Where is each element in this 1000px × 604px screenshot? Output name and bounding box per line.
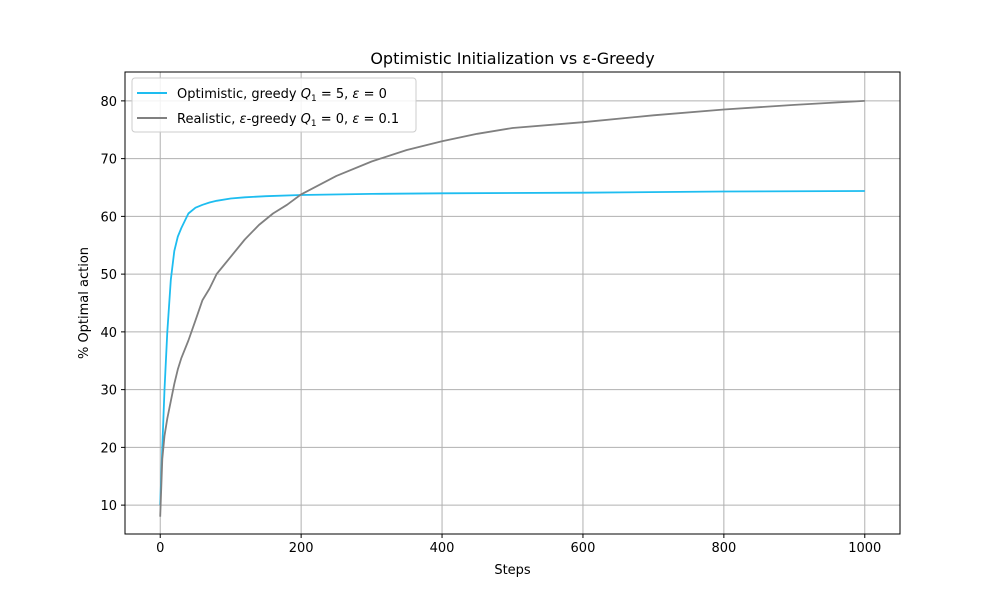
y-tick-label: 40 <box>100 326 117 341</box>
x-tick-label: 0 <box>156 541 164 556</box>
legend-label-part: -greedy <box>247 112 301 127</box>
y-tick-label: 60 <box>100 210 117 225</box>
legend-label-part: 1 <box>311 94 317 104</box>
plot-area <box>125 72 900 534</box>
legend-label-part: ε <box>352 87 359 102</box>
plot-frame <box>124 71 901 535</box>
y-tick-label: 70 <box>100 153 117 168</box>
x-tick-label: 600 <box>571 541 596 556</box>
legend-box <box>131 77 417 133</box>
legend-label-part: = 5, <box>317 87 353 102</box>
legend: Optimistic, greedy Q1 = 5, ε = 0Realisti… <box>131 77 417 133</box>
y-tick-label: 50 <box>100 268 117 283</box>
legend-label-part: ε <box>240 112 247 127</box>
legend-label-part: Optimistic, greedy <box>177 87 301 102</box>
legend-label-part: Realistic, <box>177 112 240 127</box>
legend-label: Realistic, ε-greedy Q1 = 0, ε = 0.1 <box>177 112 399 129</box>
y-tick-label: 10 <box>100 499 117 514</box>
legend-label-part: = 0 <box>359 87 386 102</box>
chart-title: Optimistic Initialization vs ε-Greedy <box>370 49 654 68</box>
y-axis-label: % Optimal action <box>77 247 92 359</box>
x-tick-label: 1000 <box>848 541 881 556</box>
x-axis-label: Steps <box>494 563 531 578</box>
x-tick-label: 400 <box>430 541 455 556</box>
axis-ticks: 0 200 400 600 800 1000 10 20 30 40 50 60 70 80 <box>100 95 881 556</box>
y-tick-label: 20 <box>100 441 117 456</box>
legend-label-part: ε <box>352 112 359 127</box>
x-tick-label: 200 <box>289 541 314 556</box>
gridlines <box>125 72 900 534</box>
y-tick-label: 30 <box>100 384 117 399</box>
legend-label-part: 1 <box>311 119 317 129</box>
legend-label-part: Q <box>301 112 311 127</box>
legend-label-part: = 0, <box>317 112 353 127</box>
legend-label: Optimistic, greedy Q1 = 5, ε = 0 <box>177 87 387 104</box>
y-tick-label: 80 <box>100 95 117 110</box>
series-layer <box>159 100 865 517</box>
series-line-optimistic <box>159 190 865 506</box>
legend-label-part: Q <box>301 87 311 102</box>
series-line-realistic <box>159 100 865 517</box>
legend-label-part: = 0.1 <box>359 112 399 127</box>
x-tick-label: 800 <box>711 541 736 556</box>
